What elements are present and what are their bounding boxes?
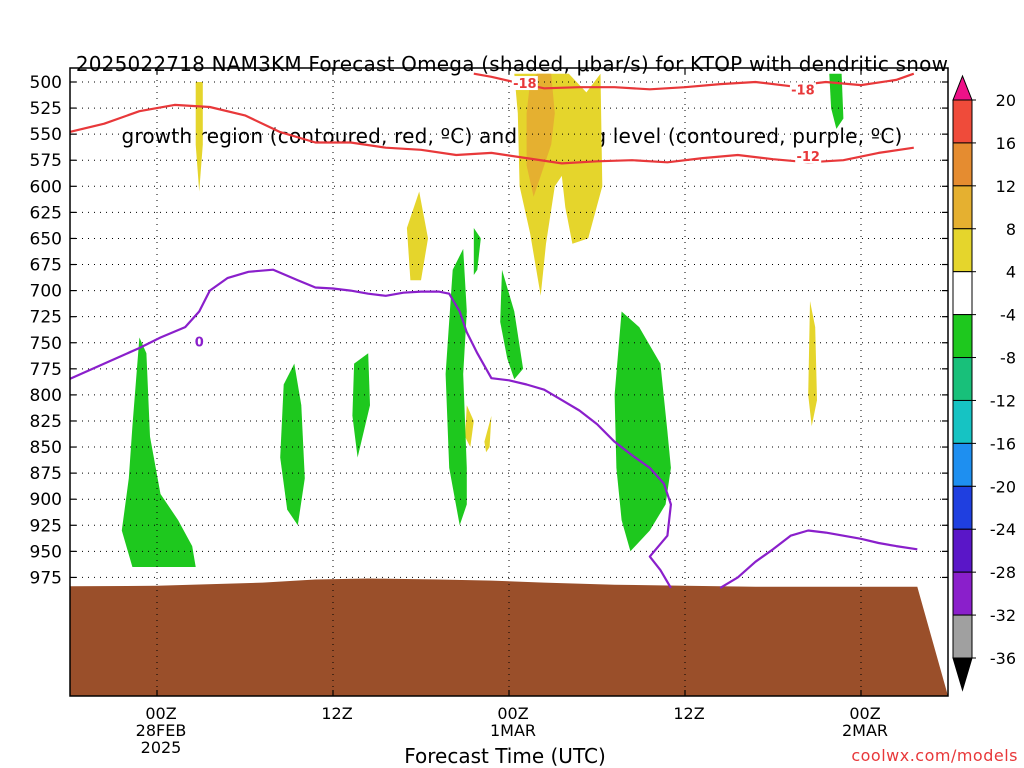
y-tick-label: 725: [30, 308, 62, 328]
colorbar-label: -36: [990, 649, 1016, 668]
colorbar-bin: [952, 571, 973, 616]
y-tick-label: 575: [30, 151, 62, 171]
contour-label-bg: [795, 149, 822, 164]
y-tick-label: 925: [30, 516, 62, 536]
contour-label-bg: [511, 76, 538, 91]
colorbar-bin: [952, 357, 973, 401]
omega-region-5: [465, 405, 474, 447]
y-tick-label: 700: [30, 282, 62, 302]
omega-region-6: [808, 301, 817, 427]
colorbar-bin: [952, 99, 973, 144]
axes: 500 525 550 575 600 625 650 675 700 725 750 775 800 8…: [30, 67, 949, 757]
colorbar: 20 16 12 8 4 -4 -8 -12 -16 -20 -24 -28 -32 -36: [952, 74, 1016, 692]
y-tick-label: 675: [30, 256, 62, 276]
y-tick-label: 775: [30, 360, 62, 380]
x-tick-label: 12Z: [673, 704, 704, 723]
contour-label: -18: [513, 77, 537, 92]
colorbar-label: 16: [996, 134, 1016, 153]
omega-region-12: [473, 228, 481, 275]
y-tick-label: 900: [30, 490, 62, 510]
colorbar-bin: [952, 228, 973, 273]
x-tick-label: 2MAR: [842, 721, 888, 740]
freezing-level-contour-1: [719, 529, 918, 589]
colorbar-label: -20: [990, 477, 1016, 496]
y-tick-label: 625: [30, 203, 62, 223]
omega-region-7: [829, 73, 844, 129]
y-tick-label: 875: [30, 464, 62, 484]
colorbar-label: -32: [990, 606, 1016, 625]
y-tick-label: 525: [30, 99, 62, 119]
y-tick-label: 500: [30, 73, 62, 93]
colorbar-bin: [952, 314, 973, 359]
x-tick-label: 1MAR: [490, 721, 536, 740]
colorbar-bin: [952, 142, 973, 187]
x-tick-label: 2025: [141, 738, 182, 757]
terrain-surface: [70, 578, 948, 696]
colorbar-label: 4: [1006, 263, 1016, 282]
title-line-1: 2025022718 NAM3KM Forecast Omega (shaded…: [75, 52, 949, 76]
colorbar-bin: [952, 185, 973, 230]
contour-label-bg: [194, 334, 205, 349]
x-tick-label: 28FEB: [136, 721, 187, 740]
colorbar-label: 8: [1006, 220, 1016, 239]
omega-region-4: [484, 415, 492, 453]
y-tick-label: 950: [30, 542, 62, 562]
colorbar-bin: [952, 528, 973, 573]
y-tick-label: 550: [30, 125, 62, 145]
chart-title: 2025022718 NAM3KM Forecast Omega (shaded…: [0, 4, 1024, 172]
omega-region-3: [526, 73, 555, 197]
omega-region-10: [352, 353, 370, 458]
x-tick-label: 00Z: [497, 704, 528, 723]
colorbar-bin: [952, 442, 973, 487]
y-tick-label: 750: [30, 334, 62, 354]
omega-region-13: [500, 269, 524, 380]
colorbar-label: -4: [1000, 306, 1016, 325]
y-tick-label: 975: [30, 568, 62, 588]
colorbar-bin: [952, 399, 973, 444]
omega-region-0: [195, 82, 203, 192]
snow-growth-contour-1: [70, 103, 914, 165]
x-axis-label: Forecast Time (UTC): [404, 744, 606, 768]
colorbar-bin: [952, 485, 973, 530]
contour-label: -12: [796, 150, 820, 165]
colorbar-label: 12: [996, 177, 1016, 196]
credit-link[interactable]: coolwx.com/models: [851, 746, 1018, 765]
omega-region-14: [614, 311, 671, 552]
plot-area: -18 -18 -12 0: [70, 68, 948, 696]
colorbar-bin: [952, 271, 973, 316]
x-tick-label: 00Z: [145, 704, 176, 723]
contour-label: -18: [791, 83, 815, 98]
omega-region-1: [406, 191, 428, 281]
x-tick-label: 00Z: [849, 704, 880, 723]
contour-label: 0: [195, 336, 204, 351]
y-tick-label: 800: [30, 386, 62, 406]
colorbar-bin: [952, 614, 973, 659]
colorbar-label: -16: [990, 434, 1016, 453]
colorbar-over-arrow: [952, 74, 973, 101]
omega-region-9: [280, 363, 305, 526]
colorbar-label: -8: [1000, 349, 1016, 368]
colorbar-under-arrow: [952, 657, 973, 692]
colorbar-label: 20: [996, 91, 1016, 110]
y-tick-label: 825: [30, 412, 62, 432]
y-tick-label: 600: [30, 177, 62, 197]
y-tick-label: 850: [30, 438, 62, 458]
x-tick-label: 12Z: [321, 704, 352, 723]
y-tick-label: 650: [30, 229, 62, 249]
colorbar-label: -24: [990, 520, 1016, 539]
colorbar-label: -12: [990, 391, 1016, 410]
colorbar-label: -28: [990, 563, 1016, 582]
freezing-level-contour-0: [70, 268, 672, 589]
title-line-2: growth region (contoured, red, ºC) and f…: [121, 124, 903, 148]
omega-region-8: [121, 337, 196, 567]
contour-label-bg: [789, 82, 816, 97]
